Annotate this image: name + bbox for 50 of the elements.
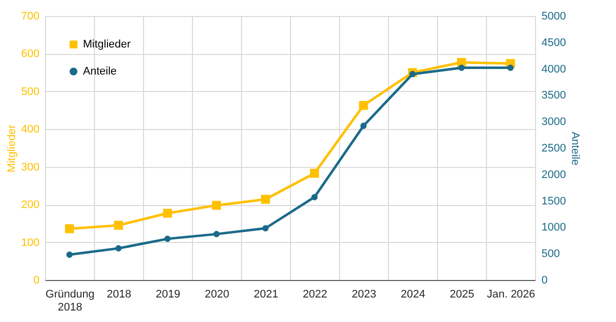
y2-tick-label: 5000 <box>542 10 566 22</box>
y-axis-title: Mitglieder <box>6 124 18 172</box>
point <box>310 168 319 178</box>
point <box>360 122 367 129</box>
x-tick-label: 2025 <box>450 288 474 300</box>
y-tick-label: 600 <box>21 48 40 60</box>
y2-tick-label: 0 <box>542 274 548 286</box>
y-tick-label: 0 <box>33 274 40 286</box>
y2-tick-label: 3500 <box>542 90 566 102</box>
y2-tick-label: 2000 <box>542 168 566 181</box>
point <box>66 252 73 258</box>
x-tick-label: 2021 <box>254 288 278 300</box>
y-tick-label: 700 <box>21 10 40 22</box>
point <box>409 70 416 78</box>
y-tick-label: 100 <box>21 236 40 249</box>
y2-tick-label: 3000 <box>542 116 566 128</box>
y-tick-label: 400 <box>21 124 40 136</box>
point <box>65 224 74 234</box>
x-tick-label: 2019 <box>156 288 180 300</box>
x-tick-label: 2022 <box>302 288 328 300</box>
point <box>163 208 172 218</box>
x-tick-label: Gründung 2018 <box>46 288 94 314</box>
x-tick-label: 2024 <box>400 288 426 300</box>
point <box>213 230 220 238</box>
y2-tick-label: 500 <box>542 248 560 260</box>
point <box>261 194 270 204</box>
x-tick-label: 2018 <box>106 288 132 300</box>
y2-tick-label: 4000 <box>542 63 566 76</box>
y-tick-label: 200 <box>21 199 40 212</box>
y2-tick-label: 4500 <box>542 36 566 49</box>
y2-tick-label: 2500 <box>542 142 566 154</box>
point <box>115 245 122 252</box>
point <box>507 64 514 71</box>
x-tick-label: 2020 <box>204 288 230 300</box>
y2-tick-label: 1000 <box>542 222 566 234</box>
y-tick-label: 300 <box>21 161 40 174</box>
point <box>311 194 318 200</box>
point <box>359 100 368 110</box>
point <box>262 225 269 232</box>
legend-label: Anteile <box>83 66 117 78</box>
y-tick-label: 500 <box>21 86 40 98</box>
x-tick-label: 2023 <box>352 288 376 300</box>
y2-tick-label: 1500 <box>542 195 566 208</box>
point <box>164 236 171 242</box>
y2-axis-title: Anteile <box>568 132 581 166</box>
point <box>114 220 123 230</box>
point <box>212 200 221 210</box>
point <box>458 64 465 71</box>
legend-label: Mitglieder <box>83 38 132 50</box>
x-tick-label: Jan. 2026 <box>486 288 536 300</box>
